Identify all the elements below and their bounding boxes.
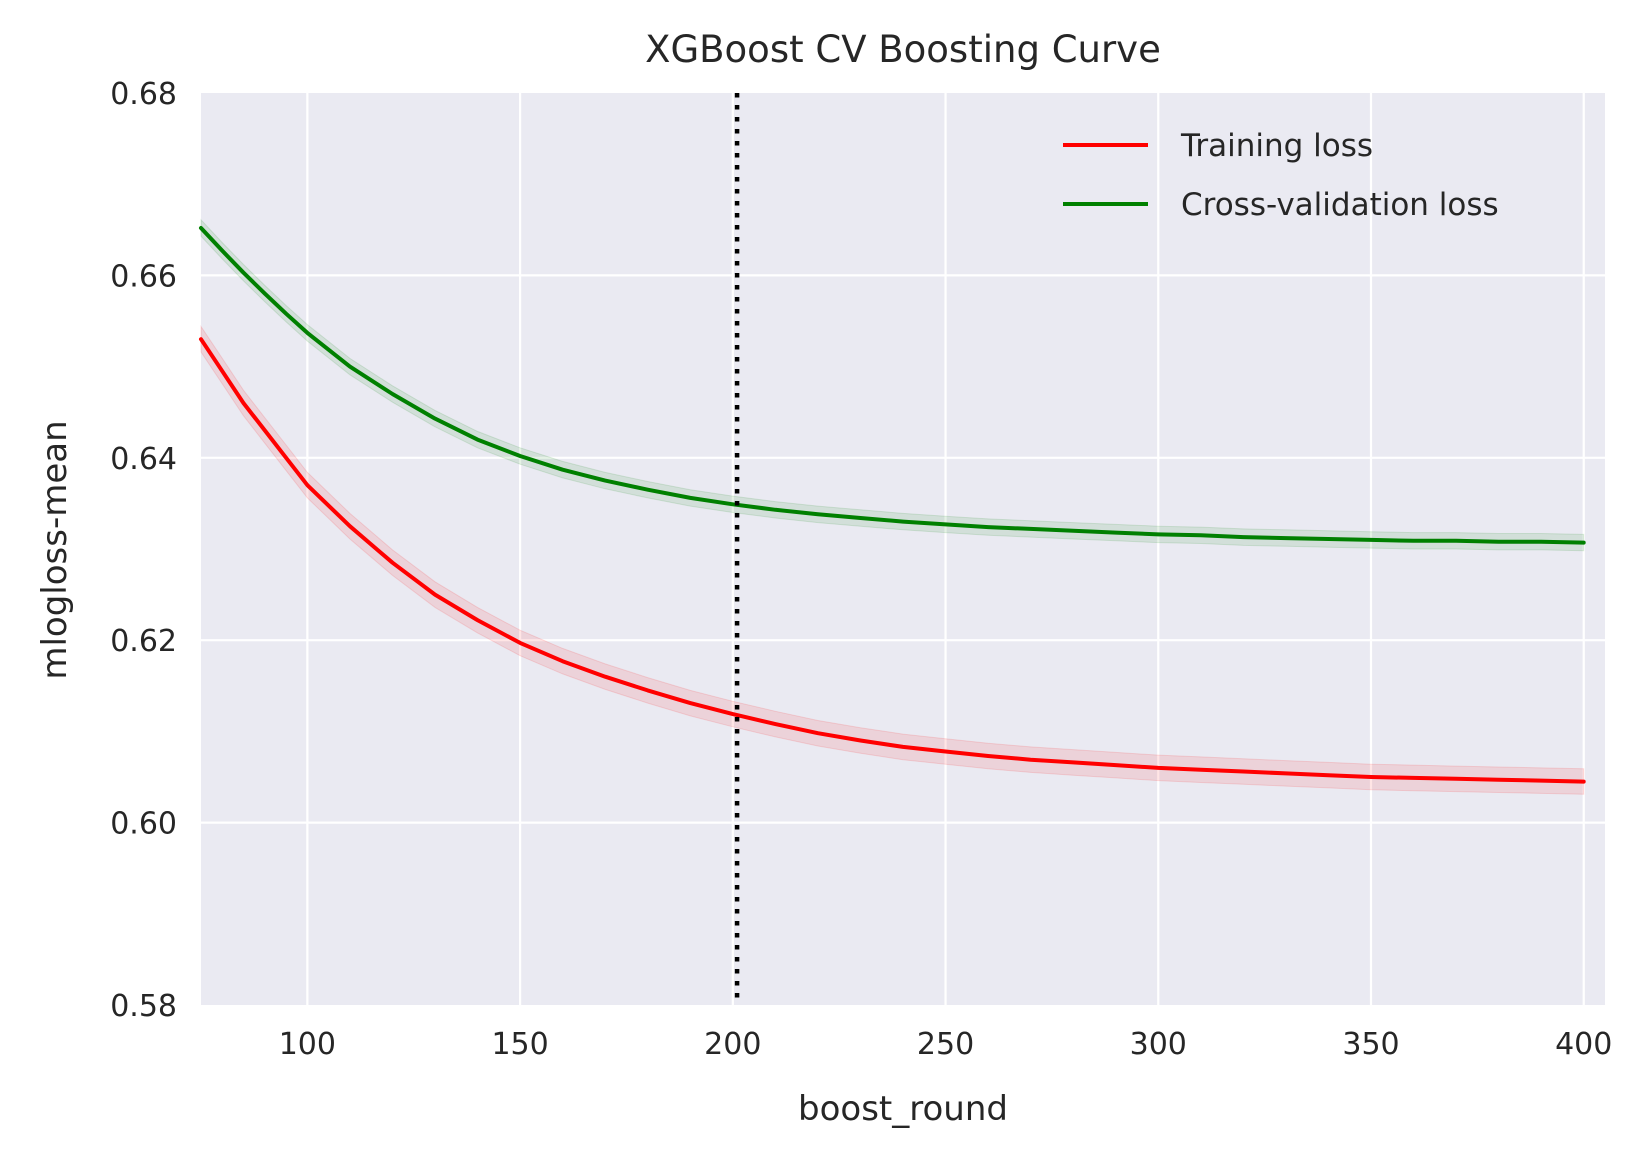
confidence-bands bbox=[200, 218, 1585, 795]
series-band-1 bbox=[200, 218, 1585, 552]
legend-label-training: Training loss bbox=[1180, 128, 1373, 164]
legend-label-cross-validation: Cross-validation loss bbox=[1181, 187, 1499, 223]
x-tick-label: 250 bbox=[917, 1027, 974, 1062]
y-tick-label: 0.66 bbox=[110, 259, 177, 294]
x-axis-label: boost_round bbox=[798, 1089, 1008, 1129]
chart-title: XGBoost CV Boosting Curve bbox=[645, 28, 1161, 71]
y-tick-label: 0.60 bbox=[110, 807, 177, 842]
y-tick-labels: 0.58 0.60 0.62 0.64 0.66 0.68 bbox=[110, 77, 177, 1024]
x-tick-label: 200 bbox=[704, 1027, 761, 1062]
x-tick-label: 350 bbox=[1342, 1027, 1399, 1062]
legend: Training loss Cross-validation loss bbox=[1063, 128, 1499, 223]
y-tick-label: 0.62 bbox=[110, 624, 177, 659]
series-line-1 bbox=[199, 226, 1586, 545]
series-lines bbox=[199, 226, 1586, 784]
x-tick-label: 300 bbox=[1130, 1027, 1187, 1062]
grid-lines bbox=[201, 93, 1605, 1005]
y-tick-label: 0.68 bbox=[110, 77, 177, 112]
x-tick-label: 400 bbox=[1555, 1027, 1612, 1062]
x-tick-label: 100 bbox=[279, 1027, 336, 1062]
y-axis-label: mlogloss-mean bbox=[35, 420, 75, 679]
x-tick-labels: 100 150 200 250 300 350 400 bbox=[279, 1027, 1613, 1062]
series-line-0 bbox=[199, 337, 1586, 784]
y-tick-label: 0.64 bbox=[110, 442, 177, 477]
y-tick-label: 0.58 bbox=[110, 989, 177, 1024]
series-band-0 bbox=[200, 324, 1585, 795]
x-tick-label: 150 bbox=[491, 1027, 548, 1062]
